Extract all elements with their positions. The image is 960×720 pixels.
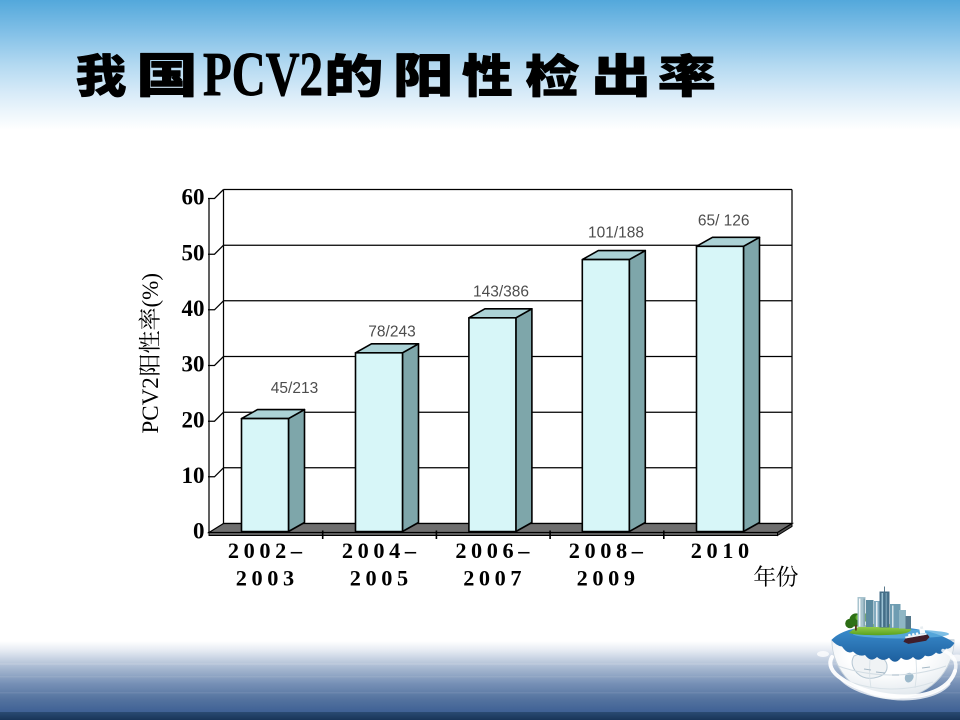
svg-text:65/ 126: 65/ 126 (698, 213, 750, 230)
svg-text:101/188: 101/188 (588, 225, 644, 242)
svg-text:45/213: 45/213 (271, 380, 318, 397)
svg-text:2005: 2005 (350, 566, 413, 591)
svg-text:2002–: 2002– (228, 538, 307, 563)
svg-text:143/386: 143/386 (473, 284, 529, 301)
svg-text:40: 40 (182, 296, 205, 321)
svg-text:2006–: 2006– (455, 538, 534, 563)
svg-text:PCV2: PCV2 (138, 377, 163, 433)
svg-text:2004–: 2004– (342, 538, 421, 563)
svg-text:50: 50 (182, 240, 205, 265)
svg-text:PCV2: PCV2 (203, 39, 323, 109)
svg-text:(%): (%) (138, 273, 163, 307)
svg-text:2008–: 2008– (569, 538, 648, 563)
svg-text:78/243: 78/243 (368, 324, 415, 341)
svg-text:2009: 2009 (577, 566, 640, 591)
svg-text:30: 30 (182, 352, 205, 377)
svg-text:10: 10 (182, 463, 205, 488)
svg-text:20: 20 (182, 407, 205, 432)
svg-text:2007: 2007 (463, 566, 526, 591)
svg-text:60: 60 (182, 185, 205, 210)
svg-text:0: 0 (193, 519, 205, 544)
svg-text:2010: 2010 (691, 538, 754, 563)
svg-text:2003: 2003 (236, 566, 299, 591)
